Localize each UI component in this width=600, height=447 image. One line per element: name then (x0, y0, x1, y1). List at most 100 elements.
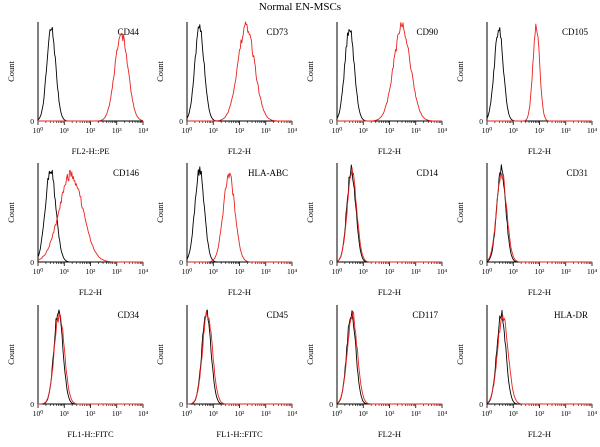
x-axis-label: FL2-H (528, 146, 551, 156)
isotype-histogram-line (186, 24, 292, 122)
marker-label: CD31 (566, 168, 588, 178)
y-axis-label: Count (455, 60, 465, 81)
x-tick-label: 10¹ (358, 267, 368, 276)
y-zero-label: 0 (479, 400, 483, 409)
x-tick-label: 10⁴ (287, 409, 298, 418)
marker-label: HLA-DR (554, 310, 588, 320)
x-tick-label: 10⁴ (437, 126, 448, 135)
x-axis-label: FL2-H (378, 429, 401, 439)
marker-label: HLA-ABC (248, 168, 288, 178)
marker-label: CD90 (416, 27, 438, 37)
histogram-panel-cd146: 10⁰ 10¹ 10² 10³ 10⁴ 0 Count FL2-H CD146 (6, 163, 148, 297)
histogram-panel-cd14: 10⁰ 10¹ 10² 10³ 10⁴ 0 Count FL2-H CD14 (305, 163, 447, 297)
x-tick-label: 10⁴ (587, 267, 598, 276)
x-tick-label: 10³ (561, 409, 572, 418)
x-tick-label: 10³ (561, 267, 572, 276)
histogram-panel-cd31: 10⁰ 10¹ 10² 10³ 10⁴ 0 Count FL2-H CD31 (455, 163, 597, 297)
isotype-histogram-line (336, 310, 442, 405)
x-tick-label: 10³ (411, 126, 422, 135)
x-tick-label: 10¹ (208, 267, 218, 276)
x-tick-label: 10⁰ (332, 409, 343, 418)
x-axis-label: FL2-H (228, 146, 251, 156)
x-tick-label: 10⁴ (287, 267, 298, 276)
x-tick-label: 10² (535, 267, 546, 276)
x-tick-label: 10⁰ (182, 409, 193, 418)
x-tick-label: 10⁰ (182, 126, 193, 135)
marker-histogram-line (37, 170, 143, 263)
x-tick-label: 10¹ (208, 126, 218, 135)
x-tick-label: 10⁴ (138, 126, 149, 135)
marker-label: CD105 (562, 27, 589, 37)
y-axis-label: Count (455, 343, 465, 364)
x-tick-label: 10² (385, 267, 396, 276)
x-tick-label: 10¹ (508, 126, 518, 135)
isotype-histogram-line (336, 29, 442, 122)
marker-histogram-line (486, 314, 592, 405)
y-zero-label: 0 (179, 258, 183, 267)
x-tick-label: 10³ (411, 267, 422, 276)
x-axis-label: FL2-H (79, 287, 102, 297)
x-tick-label: 10³ (112, 409, 123, 418)
x-tick-label: 10³ (411, 409, 422, 418)
y-axis-label: Count (6, 60, 16, 81)
isotype-histogram-line (37, 26, 143, 122)
marker-histogram-line (337, 22, 442, 122)
y-zero-label: 0 (329, 400, 333, 409)
isotype-histogram-line (37, 169, 143, 263)
y-axis-label: Count (305, 343, 315, 364)
x-tick-label: 10² (235, 126, 246, 135)
marker-histogram-line (336, 310, 442, 405)
x-tick-label: 10³ (112, 126, 123, 135)
x-tick-label: 10² (535, 126, 546, 135)
x-tick-label: 10⁰ (332, 267, 343, 276)
x-tick-label: 10⁰ (482, 267, 493, 276)
y-axis-label: Count (305, 60, 315, 81)
histogram-panel-hla-abc: 10⁰ 10¹ 10² 10³ 10⁴ 0 Count FL2-H HLA-ABC (155, 163, 297, 297)
x-tick-label: 10¹ (59, 126, 69, 135)
x-tick-label: 10⁴ (138, 267, 149, 276)
x-tick-label: 10¹ (59, 267, 69, 276)
histogram-panel-cd105: 10⁰ 10¹ 10² 10³ 10⁴ 0 Count FL2-H CD105 (455, 22, 597, 156)
marker-label: CD117 (412, 310, 438, 320)
x-tick-label: 10² (86, 409, 97, 418)
histogram-panel-cd73: 10⁰ 10¹ 10² 10³ 10⁴ 0 Count FL2-H CD73 (155, 21, 297, 156)
x-axis-label: FL2-H (528, 287, 551, 297)
y-axis-label: Count (155, 201, 165, 222)
isotype-histogram-line (336, 164, 442, 263)
x-tick-label: 10² (235, 409, 246, 418)
histogram-panel-hla-dr: 10⁰ 10¹ 10² 10³ 10⁴ 0 Count FL2-H HLA-DR (455, 305, 597, 439)
marker-label: CD146 (113, 168, 140, 178)
y-zero-label: 0 (179, 400, 183, 409)
isotype-histogram-line (187, 309, 292, 405)
isotype-histogram-line (186, 166, 292, 263)
x-tick-label: 10⁰ (33, 267, 44, 276)
x-tick-label: 10⁰ (182, 267, 193, 276)
x-tick-label: 10¹ (508, 409, 518, 418)
x-tick-label: 10⁴ (138, 409, 149, 418)
marker-histogram-line (487, 23, 592, 122)
marker-label: CD14 (416, 168, 438, 178)
x-tick-label: 10⁰ (482, 409, 493, 418)
y-zero-label: 0 (30, 400, 34, 409)
x-tick-label: 10³ (112, 267, 123, 276)
y-axis-label: Count (305, 201, 315, 222)
marker-histogram-line (187, 21, 292, 122)
y-zero-label: 0 (179, 117, 183, 126)
x-tick-label: 10⁴ (587, 409, 598, 418)
marker-label: CD73 (266, 27, 288, 37)
y-zero-label: 0 (30, 258, 34, 267)
x-tick-label: 10² (535, 409, 546, 418)
y-zero-label: 0 (479, 258, 483, 267)
x-tick-label: 10¹ (208, 409, 218, 418)
y-axis-label: Count (155, 60, 165, 81)
x-tick-label: 10² (86, 267, 97, 276)
marker-histogram-line (38, 32, 144, 122)
x-tick-label: 10³ (561, 126, 572, 135)
x-tick-label: 10⁰ (332, 126, 343, 135)
x-tick-label: 10¹ (358, 409, 368, 418)
